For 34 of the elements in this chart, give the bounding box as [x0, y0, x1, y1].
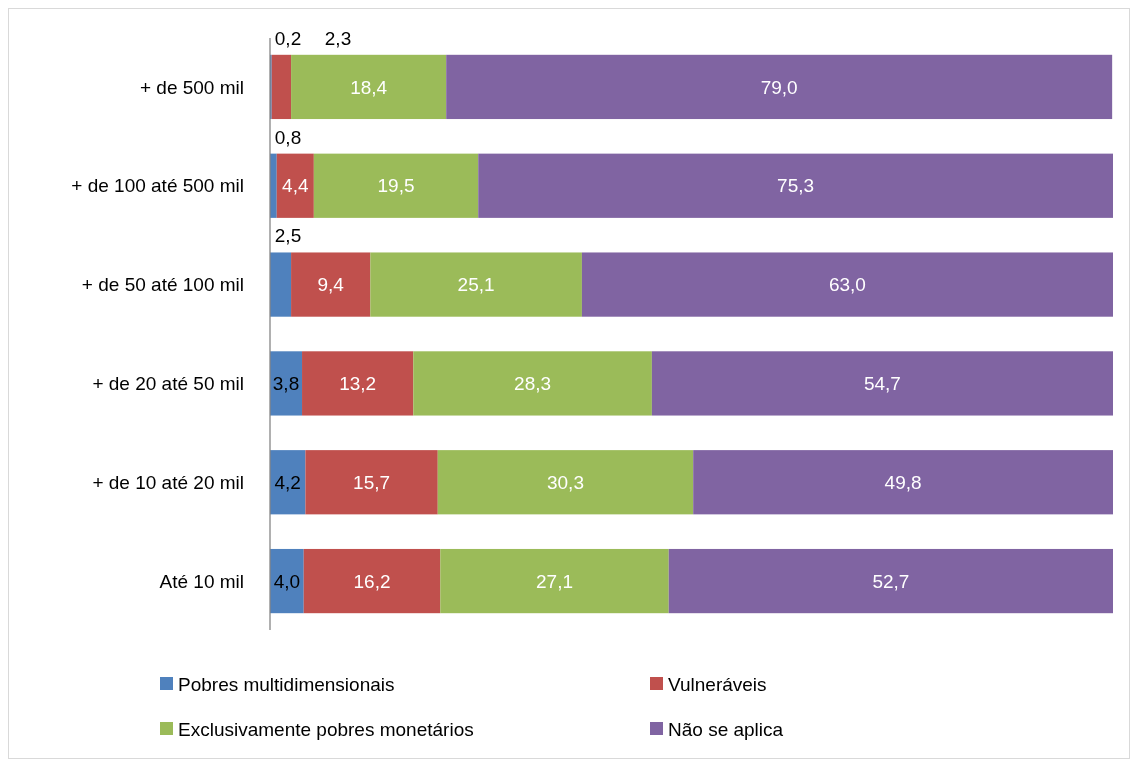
- data-label: 2,3: [324, 27, 352, 49]
- data-label: 9,4: [317, 274, 345, 296]
- legend-label: Não se aplica: [668, 718, 784, 740]
- y-tick-label: + de 500 mil: [139, 76, 244, 98]
- data-label: 15,7: [353, 471, 391, 493]
- data-label: 63,0: [828, 274, 866, 296]
- data-label: 4,4: [282, 175, 309, 197]
- y-tick-label: + de 100 até 500 mil: [71, 175, 244, 197]
- y-tick-label: + de 50 até 100 mil: [81, 274, 244, 296]
- data-label: 3,8: [272, 373, 300, 395]
- y-tick-label: Até 10 mil: [159, 570, 244, 592]
- data-label: 52,7: [872, 570, 910, 592]
- data-label: 25,1: [457, 274, 495, 296]
- legend-label: Vulneráveis: [668, 673, 767, 695]
- data-label: 13,2: [339, 373, 377, 395]
- data-label: 4,2: [274, 471, 301, 493]
- data-label: 75,3: [777, 175, 815, 197]
- legend-label: Pobres multidimensionais: [178, 673, 395, 695]
- legend-label: Exclusivamente pobres monetários: [178, 718, 474, 740]
- data-label: 0,8: [274, 126, 302, 148]
- data-label: 79,0: [760, 76, 798, 98]
- data-label: 0,2: [274, 27, 302, 49]
- y-tick-label: + de 20 até 50 mil: [92, 373, 244, 395]
- data-label: 4,0: [273, 570, 301, 592]
- data-label: 30,3: [546, 471, 584, 493]
- data-label: 16,2: [353, 570, 391, 592]
- data-label: 27,1: [536, 570, 573, 592]
- data-label: 54,7: [863, 373, 901, 395]
- data-label: 18,4: [350, 76, 388, 98]
- data-label: 28,3: [514, 373, 552, 395]
- y-tick-label: + de 10 até 20 mil: [92, 471, 244, 493]
- data-label: 49,8: [884, 471, 922, 493]
- data-label: 19,5: [377, 175, 415, 197]
- data-label: 2,5: [274, 225, 302, 247]
